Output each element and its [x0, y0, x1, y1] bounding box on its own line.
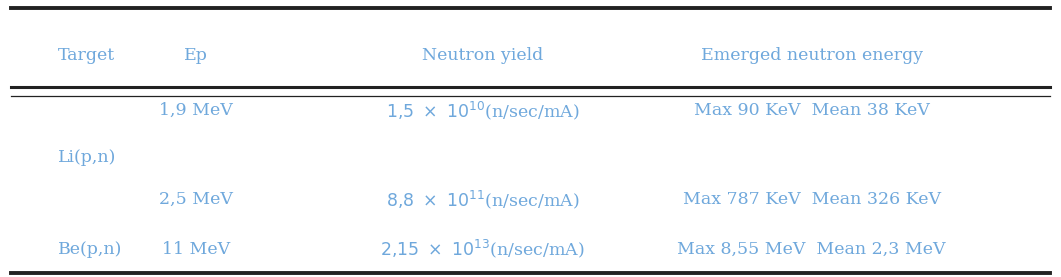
Text: Max 787 KeV  Mean 326 KeV: Max 787 KeV Mean 326 KeV [682, 191, 941, 208]
Text: Neutron yield: Neutron yield [422, 47, 543, 64]
Text: $1{,}5\ \times\ 10^{10}$(n/sec/mA): $1{,}5\ \times\ 10^{10}$(n/sec/mA) [386, 100, 579, 122]
Text: Be(p,n): Be(p,n) [58, 241, 123, 258]
Text: $2{,}15\ \times\ 10^{13}$(n/sec/mA): $2{,}15\ \times\ 10^{13}$(n/sec/mA) [381, 238, 585, 260]
Text: Li(p,n): Li(p,n) [58, 149, 117, 166]
Text: Ep: Ep [185, 47, 208, 64]
Text: 1,9 MeV: 1,9 MeV [159, 102, 233, 119]
Text: Target: Target [58, 47, 116, 64]
Text: Emerged neutron energy: Emerged neutron energy [700, 47, 923, 64]
Text: 11 MeV: 11 MeV [162, 241, 230, 258]
Text: $8{,}8\ \times\ 10^{11}$(n/sec/mA): $8{,}8\ \times\ 10^{11}$(n/sec/mA) [386, 188, 579, 211]
Text: 2,5 MeV: 2,5 MeV [159, 191, 233, 208]
Text: Max 90 KeV  Mean 38 KeV: Max 90 KeV Mean 38 KeV [694, 102, 929, 119]
Text: Max 8,55 MeV  Mean 2,3 MeV: Max 8,55 MeV Mean 2,3 MeV [677, 241, 946, 258]
